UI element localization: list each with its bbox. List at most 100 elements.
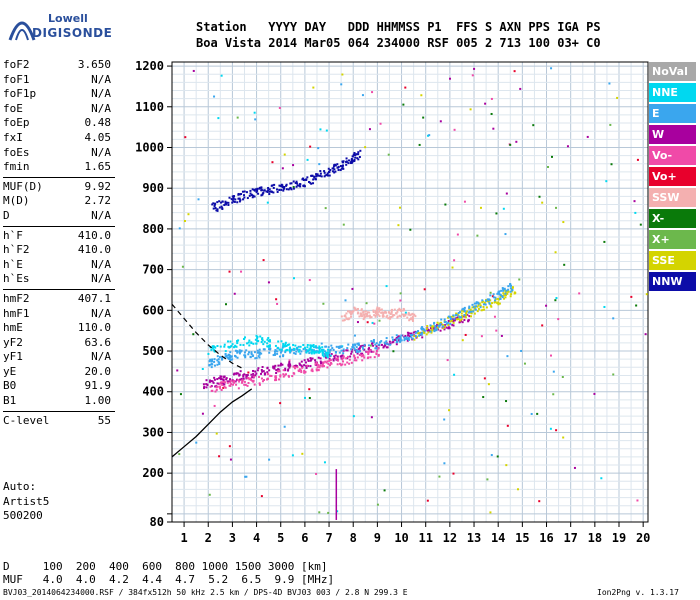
noise-point (563, 263, 566, 266)
trace-point (276, 350, 279, 353)
trace-point (211, 347, 214, 350)
trace-point (352, 310, 355, 313)
trace-point (364, 310, 367, 313)
trace-point (443, 328, 446, 331)
trace-point (296, 365, 299, 368)
trace-point (276, 352, 279, 355)
trace-point (339, 164, 342, 167)
trace-point (353, 359, 356, 362)
trace-point (246, 374, 249, 377)
muf-distance-line: D 100 200 400 600 800 1000 1500 3000 [km… (3, 560, 328, 573)
trace-point (406, 316, 409, 319)
trace-point (352, 344, 355, 347)
trace-point (440, 318, 443, 321)
trace-point (311, 174, 314, 177)
trace-point (234, 344, 237, 347)
x-tick-label: 3 (229, 531, 236, 545)
trace-point (221, 200, 224, 203)
param-row: foF1 N/A (3, 73, 115, 88)
noise-point (453, 373, 456, 376)
trace-point (286, 348, 289, 351)
trace-point (315, 361, 318, 364)
trace-point (350, 352, 353, 355)
trace-point (263, 378, 266, 381)
param-name: M(D) (3, 194, 30, 208)
trace-point (257, 340, 260, 343)
noise-point (308, 279, 311, 282)
trace-point (502, 289, 505, 292)
param-name: h`F (3, 228, 23, 242)
noise-point (292, 164, 295, 167)
trace-point (329, 364, 332, 367)
trace-point (460, 312, 463, 315)
noise-point (247, 371, 250, 374)
trace-point (479, 304, 482, 307)
trace-point (342, 352, 345, 355)
trace-point (260, 368, 263, 371)
plot-border (171, 61, 649, 523)
trace-point (255, 372, 258, 375)
trace-point (324, 360, 327, 363)
trace-point (208, 363, 211, 366)
param-name: h`F2 (3, 243, 30, 257)
x-tick-label: 6 (301, 531, 308, 545)
param-name: foF1 (3, 72, 30, 86)
trace-point (266, 190, 269, 193)
trace-point (334, 354, 337, 357)
trace-point (231, 343, 234, 346)
legend-item-vo-: Vo- (649, 146, 696, 165)
trace-point (262, 191, 265, 194)
trace-point (335, 357, 338, 360)
trace-point (342, 164, 345, 167)
noise-point (176, 369, 179, 372)
trace-point (211, 363, 214, 366)
trace-point (258, 356, 261, 359)
trace-point (277, 340, 280, 343)
param-separator (3, 176, 115, 178)
noise-point (444, 203, 447, 206)
trace-point (217, 360, 220, 363)
noise-point (179, 393, 182, 396)
param-row: foE N/A (3, 102, 115, 117)
param-name: yE (3, 364, 17, 378)
trace-point (393, 314, 396, 317)
trace-point (288, 361, 291, 364)
trace-point (357, 153, 360, 156)
trace-point (319, 360, 322, 363)
noise-point (516, 488, 519, 491)
param-name: C-level (3, 413, 50, 427)
trace-point (251, 355, 254, 358)
trace-point (268, 339, 271, 342)
trace-point (369, 349, 372, 352)
trace-point (434, 326, 437, 329)
trace-point (311, 357, 314, 360)
trace-point (348, 358, 351, 361)
trace-point (450, 315, 453, 318)
trace-point (452, 321, 455, 324)
trace-point (389, 313, 392, 316)
noise-point (451, 266, 454, 269)
noise-point (402, 103, 405, 106)
trace-point (244, 355, 247, 358)
trace-point (292, 347, 295, 350)
trace-point (268, 369, 271, 372)
trace-point (359, 312, 362, 315)
noise-point (253, 111, 256, 114)
trace-point (445, 326, 448, 329)
trace-point (320, 349, 323, 352)
trace-point (280, 350, 283, 353)
trace-point (213, 349, 216, 352)
trace-point (490, 305, 493, 308)
trace-point (323, 352, 326, 355)
param-name: MUF(D) (3, 179, 43, 193)
trace-point (386, 346, 389, 349)
trace-point (276, 190, 279, 193)
trace-point (380, 308, 383, 311)
trace-point (311, 345, 314, 348)
trace-point (386, 314, 389, 317)
trace-point (463, 314, 466, 317)
trace-point (255, 357, 258, 360)
x-tick-label: 7 (325, 531, 332, 545)
trace-point (383, 311, 386, 314)
param-value: 91.9 (84, 379, 112, 393)
